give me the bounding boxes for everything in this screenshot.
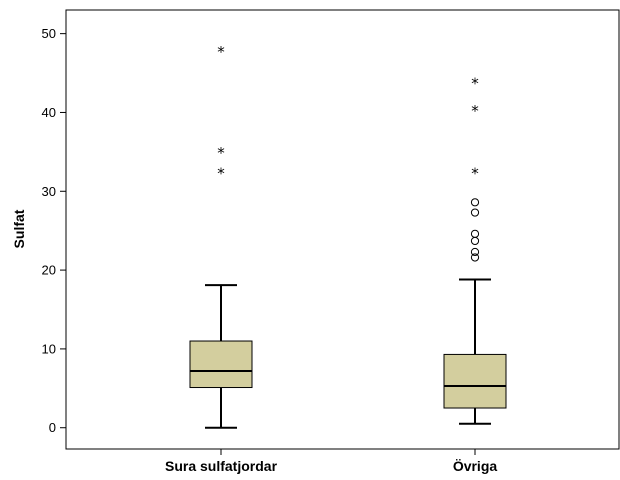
x-category-label: Sura sulfatjordar bbox=[165, 458, 278, 474]
extreme-point: * bbox=[471, 75, 479, 93]
y-tick-label: 30 bbox=[42, 184, 56, 199]
outlier-point bbox=[470, 253, 480, 262]
box-group: * * * bbox=[443, 75, 507, 425]
y-tick-label: 10 bbox=[42, 341, 56, 356]
outlier-point bbox=[470, 198, 480, 207]
y-tick-label: 20 bbox=[42, 263, 56, 278]
y-tick-label: 50 bbox=[42, 26, 56, 41]
extreme-point: * bbox=[471, 164, 479, 182]
extreme-point: * bbox=[217, 144, 225, 162]
y-axis: 0 10 20 30 40 50 bbox=[42, 26, 66, 435]
extreme-point: * bbox=[471, 102, 479, 120]
plot-frame bbox=[65, 9, 620, 450]
x-category-label: Övriga bbox=[453, 458, 498, 474]
extreme-point: * bbox=[217, 164, 225, 182]
x-axis: Sura sulfatjordar Övriga bbox=[165, 449, 497, 474]
boxes: * * * * * * bbox=[189, 43, 507, 429]
outlier-point bbox=[470, 236, 480, 246]
y-axis-title: Sulfat bbox=[11, 209, 27, 248]
y-tick-label: 0 bbox=[49, 420, 56, 435]
extreme-point: * bbox=[217, 43, 225, 61]
iqr-box bbox=[443, 353, 507, 409]
outlier-point bbox=[470, 229, 480, 238]
outlier-point bbox=[470, 208, 480, 217]
outlier-point bbox=[470, 247, 480, 257]
box-group: * * * bbox=[189, 43, 253, 429]
iqr-box bbox=[189, 340, 253, 389]
y-tick-label: 40 bbox=[42, 105, 56, 120]
